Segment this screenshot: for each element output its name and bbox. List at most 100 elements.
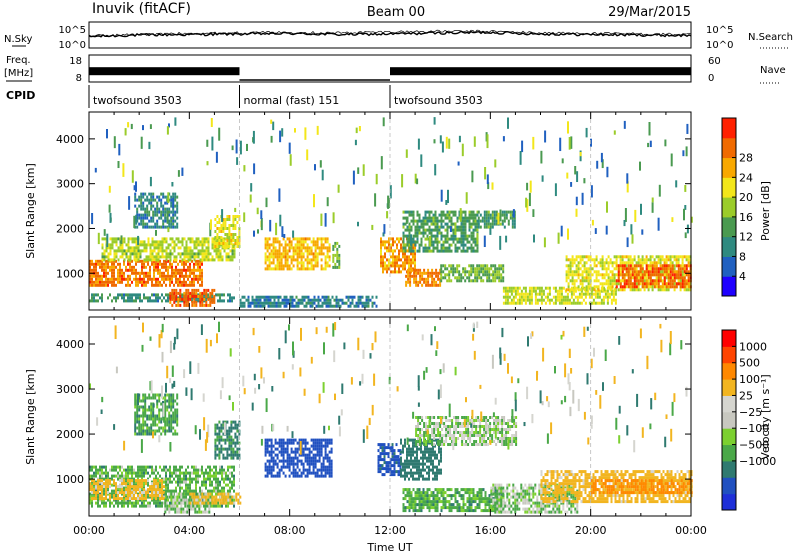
colorbar-swatch	[722, 395, 736, 413]
colorbar-tick-label: 24	[739, 171, 753, 184]
noise-right-label: N.Search	[748, 32, 793, 43]
colorbar-swatch	[722, 346, 736, 364]
cpid-row: CPID twofsound 3503 normal (fast) 151 twof…	[6, 85, 483, 108]
heatmap-region	[590, 479, 693, 495]
noise-ytick-top: 10^5	[59, 25, 86, 36]
freq-label-top: Freq.	[6, 55, 31, 66]
heatmap-region	[89, 259, 203, 287]
noise-series-line	[88, 30, 692, 38]
velocity-y-ticks: 1000 2000 3000 4000	[56, 338, 691, 486]
scatter-echoes	[91, 117, 693, 250]
x-tick-label: 20:00	[575, 524, 607, 537]
colorbar-tick-label: −25	[739, 406, 762, 419]
cpid-segments: twofsound 3503 normal (fast) 151 twofsound…	[88, 85, 483, 108]
colorbar-swatch	[722, 444, 736, 462]
colorbar-swatch	[722, 428, 736, 446]
power-ylabel: Slant Range [km]	[24, 163, 37, 259]
date-label: 29/Mar/2015	[608, 5, 691, 20]
freq-label-unit: [MHz]	[4, 68, 33, 79]
colorbar-swatch	[722, 460, 736, 478]
heatmap-region	[264, 237, 331, 271]
colorbar-tick-label: 500	[739, 357, 760, 370]
scatter-echoes	[89, 321, 688, 455]
noise-rtick-bottom: 10^0	[706, 40, 733, 51]
colorbar-tick-label: 28	[739, 152, 753, 165]
heatmap-region	[134, 192, 179, 229]
y-tick-label: 3000	[56, 178, 84, 191]
nave-rtick-top: 60	[708, 56, 721, 67]
cpid-segment-label: twofsound 3503	[394, 94, 483, 107]
power-colorbar: 4 8 12 16 20 24 28	[721, 117, 753, 297]
heatmap-region	[239, 295, 378, 308]
x-axis-label: Time UT	[366, 541, 412, 554]
colorbar-tick-label: 1000	[739, 340, 767, 353]
heatmap-region	[502, 286, 617, 305]
colorbar-swatch	[722, 477, 736, 495]
frequency-bar	[390, 67, 691, 76]
nave-label: Nave	[760, 65, 786, 76]
colorbar-tick-label: 12	[739, 231, 753, 244]
noise-series-line	[88, 29, 692, 38]
heatmap-region	[377, 443, 402, 477]
power-data	[89, 112, 693, 310]
x-tick-label: 12:00	[374, 524, 406, 537]
velocity-cbar-label: Velocity [m s⁻¹]	[759, 374, 772, 459]
beam-label: Beam 00	[367, 5, 425, 20]
colorbar-swatch	[722, 411, 736, 429]
heatmap-region	[134, 393, 179, 436]
y-tick-label: 1000	[56, 473, 84, 486]
colorbar-swatch	[722, 493, 736, 511]
y-tick-label: 3000	[56, 383, 84, 396]
heatmap-region	[477, 210, 516, 229]
x-tick-label: 00:00	[73, 524, 105, 537]
velocity-colorbar: 1000 500 100 25 −25 −100 −500 −1000	[721, 329, 776, 511]
colorbar-tick-label: −100	[739, 422, 769, 435]
noise-panel: N.Sky 10^5 10^0 10^5 10^0 N.Search	[4, 21, 793, 51]
colorbar-tick-label: −1000	[739, 455, 776, 468]
colorbar-tick-label: −500	[739, 439, 769, 452]
velocity-data	[89, 317, 693, 516]
nave-rtick-bottom: 0	[708, 73, 714, 84]
colorbar-swatch	[722, 137, 736, 159]
colorbar-tick-label: 25	[739, 389, 753, 402]
noise-ytick-bottom: 10^0	[59, 40, 86, 51]
heatmap-region	[332, 241, 341, 269]
velocity-panel: 1000 2000 3000 4000 00:00 04:00 08:00 12:00 16:…	[24, 316, 776, 554]
cpid-segment-label: normal (fast) 151	[244, 94, 340, 107]
heatmap-region	[402, 488, 505, 513]
colorbar-tick-label: 4	[739, 270, 746, 283]
site-title: Inuvik (fitACF)	[92, 1, 191, 17]
noise-lines	[88, 29, 692, 38]
power-cbar-label: Power [dB]	[759, 181, 772, 241]
cpid-segment-label: twofsound 3503	[93, 94, 182, 107]
colorbar-swatch	[722, 330, 736, 347]
heatmap-region	[214, 420, 241, 460]
x-tick-label: 08:00	[274, 524, 306, 537]
noise-left-label: N.Sky	[4, 34, 32, 45]
power-y-ticks: 1000 2000 3000 4000	[56, 133, 691, 280]
colorbar-tick-label: 8	[739, 250, 746, 263]
velocity-x-ticks: 00:00 04:00 08:00 12:00 16:00 20:00 00:00	[73, 317, 707, 537]
heatmap-region	[440, 264, 505, 283]
colorbar-swatch	[722, 197, 736, 218]
heatmap-region	[264, 438, 333, 478]
y-tick-label: 1000	[56, 267, 84, 280]
colorbar-frame	[721, 117, 737, 297]
colorbar-swatch	[722, 276, 736, 297]
y-tick-label: 2000	[56, 222, 84, 235]
colorbar-swatch	[722, 118, 736, 139]
colorbar-swatch	[722, 236, 736, 257]
x-tick-label: 00:00	[675, 524, 707, 537]
noise-panel-frame	[88, 21, 692, 49]
power-x-ticks	[88, 112, 692, 310]
heatmap-region	[400, 438, 442, 481]
colorbar-tick-label: 16	[739, 211, 753, 224]
cpid-label: CPID	[6, 89, 35, 102]
colorbar-swatch	[722, 157, 736, 178]
colorbar-swatch	[722, 256, 736, 277]
x-tick-label: 16:00	[474, 524, 506, 537]
x-tick-label: 04:00	[173, 524, 205, 537]
freq-ytick-top: 18	[69, 56, 82, 67]
heatmap-region	[214, 215, 241, 248]
